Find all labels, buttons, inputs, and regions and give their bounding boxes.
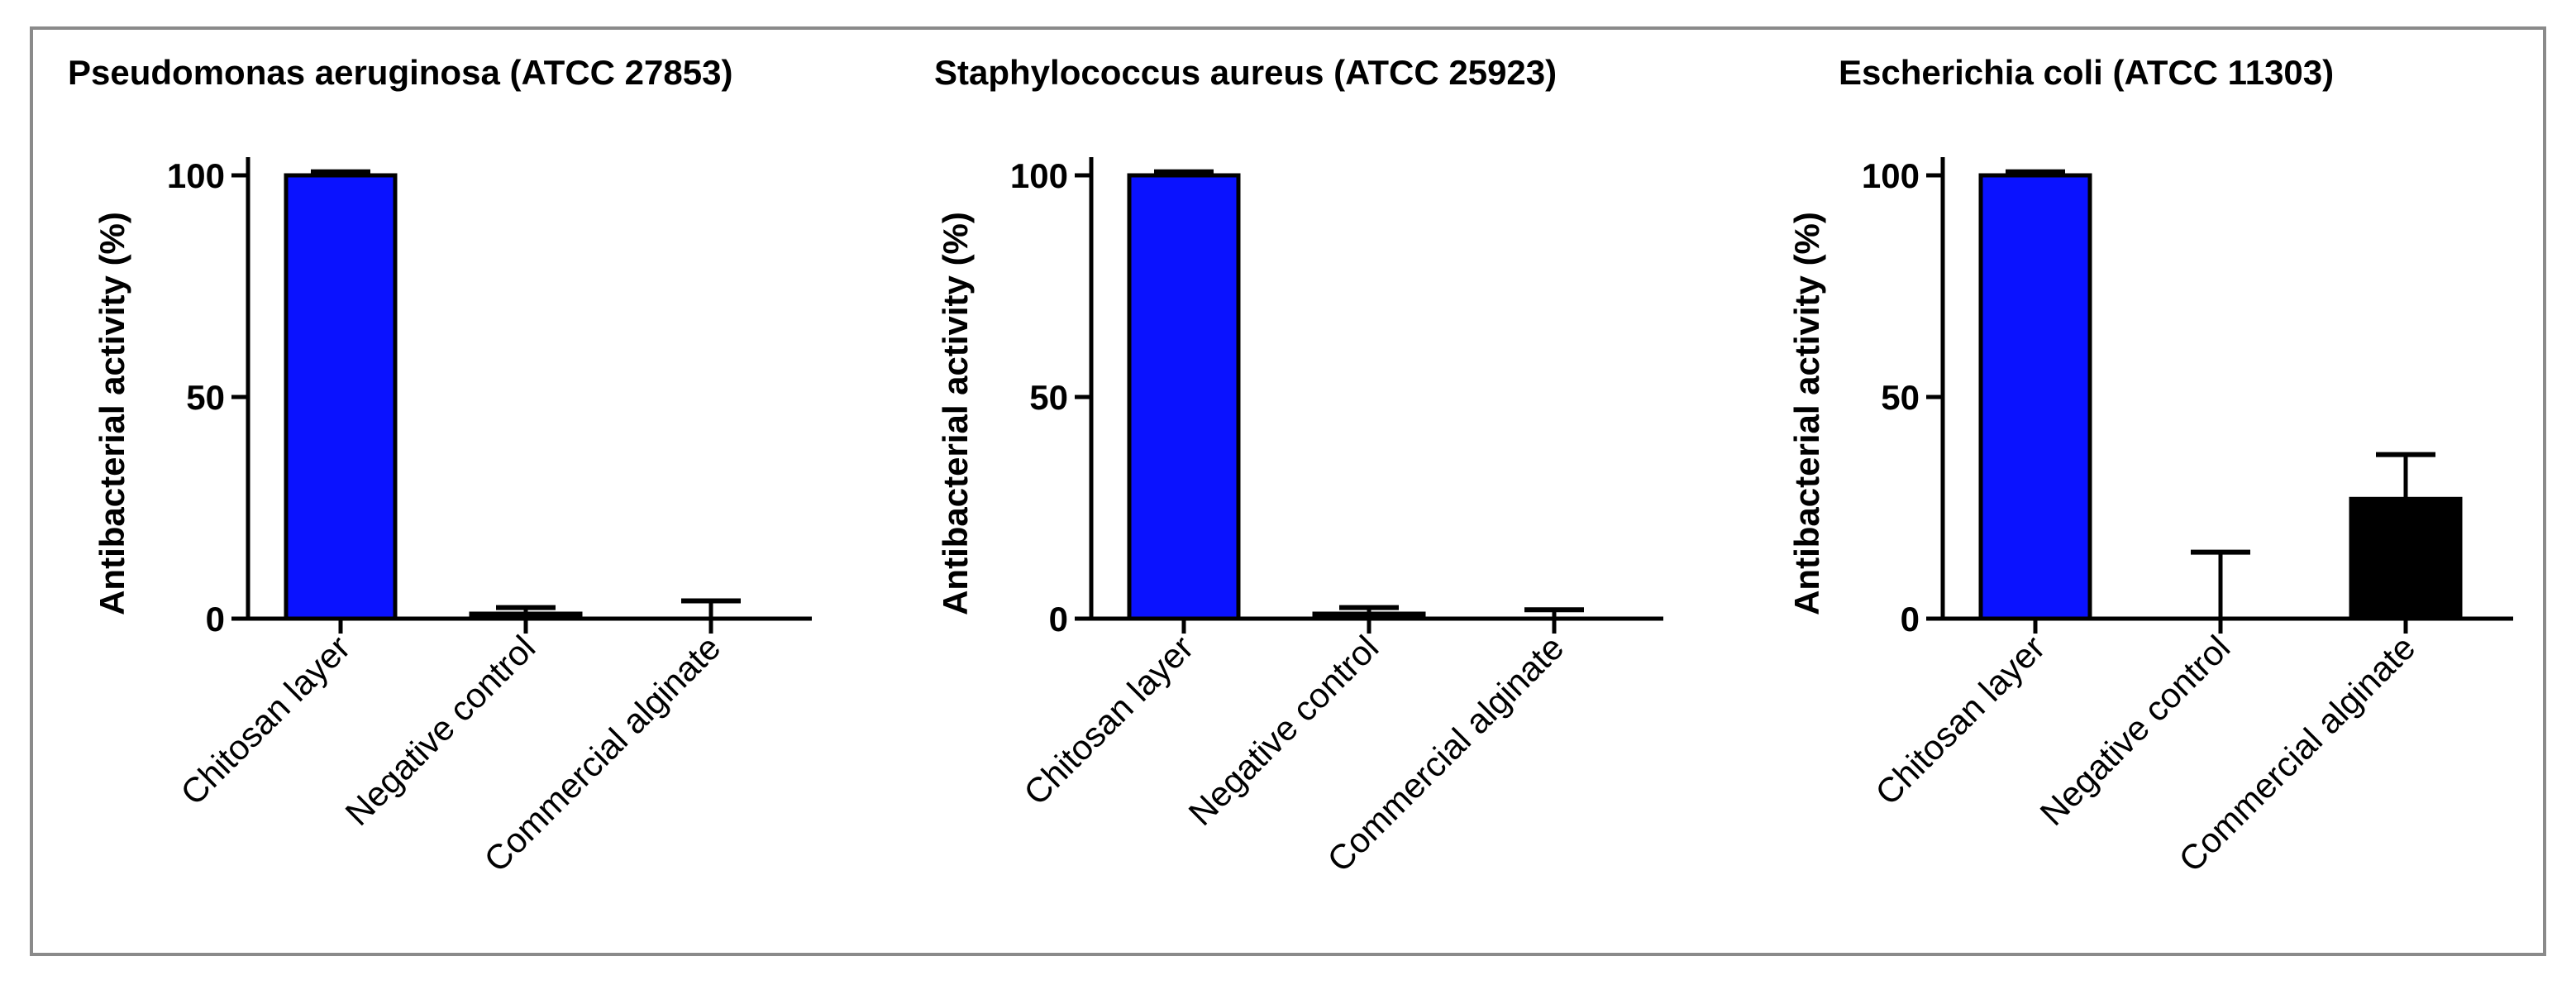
y-tick-label: 50 <box>1881 378 1920 417</box>
y-tick-label: 50 <box>186 378 225 417</box>
y-tick-label: 0 <box>1901 600 1920 638</box>
bar <box>1978 173 2092 621</box>
bar <box>1127 173 1241 621</box>
chart-title: Escherichia coli (ATCC 11303) <box>1839 53 2334 92</box>
figure-border <box>30 26 2546 956</box>
y-tick-label: 0 <box>1049 600 1068 638</box>
y-tick-label: 100 <box>1862 156 1920 195</box>
bar <box>2349 496 2463 621</box>
chart-title: Pseudomonas aeruginosa (ATCC 27853) <box>68 53 732 92</box>
y-tick-label: 0 <box>206 600 225 638</box>
bar <box>469 611 583 621</box>
y-axis-label: Antibacterial activity (%) <box>93 212 131 615</box>
bar <box>1312 611 1426 621</box>
bar <box>284 173 398 621</box>
y-tick-label: 100 <box>167 156 225 195</box>
y-axis-label: Antibacterial activity (%) <box>1787 212 1826 615</box>
y-tick-label: 100 <box>1010 156 1068 195</box>
y-tick-label: 50 <box>1029 378 1068 417</box>
y-axis-label: Antibacterial activity (%) <box>936 212 975 615</box>
chart-title: Staphylococcus aureus (ATCC 25923) <box>934 53 1557 92</box>
